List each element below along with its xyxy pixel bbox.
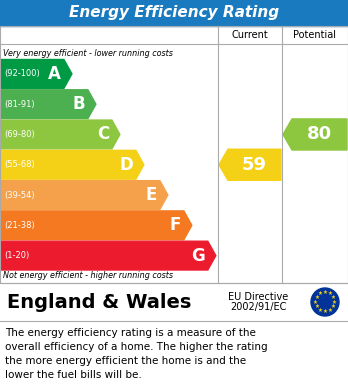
- Text: A: A: [48, 65, 61, 83]
- Polygon shape: [0, 59, 72, 88]
- Bar: [0, 283, 348, 321]
- Text: lower the fuel bills will be.: lower the fuel bills will be.: [5, 370, 142, 380]
- Polygon shape: [0, 241, 216, 270]
- Text: 59: 59: [242, 156, 267, 174]
- Text: ★: ★: [314, 295, 319, 300]
- Text: ★: ★: [331, 295, 336, 300]
- Text: (1-20): (1-20): [4, 251, 29, 260]
- Text: ★: ★: [318, 308, 323, 313]
- Text: Potential: Potential: [293, 30, 337, 40]
- Text: ★: ★: [323, 309, 327, 314]
- Text: (81-91): (81-91): [4, 100, 34, 109]
- Text: England & Wales: England & Wales: [7, 292, 191, 312]
- Text: EU Directive: EU Directive: [228, 292, 288, 302]
- Text: ★: ★: [331, 304, 336, 309]
- Text: G: G: [191, 247, 205, 265]
- Text: ★: ★: [332, 300, 337, 305]
- Text: C: C: [97, 126, 109, 143]
- Polygon shape: [0, 181, 168, 210]
- Bar: [0, 0, 348, 26]
- Text: ★: ★: [314, 304, 319, 309]
- Polygon shape: [283, 119, 347, 150]
- Text: The energy efficiency rating is a measure of the: The energy efficiency rating is a measur…: [5, 328, 256, 338]
- Text: (21-38): (21-38): [4, 221, 35, 230]
- Text: ★: ★: [323, 290, 327, 295]
- Text: (69-80): (69-80): [4, 130, 35, 139]
- Polygon shape: [219, 149, 281, 180]
- Circle shape: [311, 288, 339, 316]
- Text: D: D: [119, 156, 133, 174]
- Text: Energy Efficiency Rating: Energy Efficiency Rating: [69, 5, 279, 20]
- Text: F: F: [169, 216, 181, 234]
- Text: (55-68): (55-68): [4, 160, 35, 169]
- Text: 2002/91/EC: 2002/91/EC: [230, 302, 286, 312]
- Text: (39-54): (39-54): [4, 190, 34, 199]
- Text: B: B: [72, 95, 85, 113]
- Polygon shape: [0, 151, 144, 179]
- Text: overall efficiency of a home. The higher the rating: overall efficiency of a home. The higher…: [5, 342, 268, 352]
- Text: ★: ★: [327, 308, 332, 313]
- Text: ★: ★: [318, 291, 323, 296]
- Text: (92-100): (92-100): [4, 69, 40, 78]
- Text: E: E: [145, 186, 157, 204]
- Text: Current: Current: [232, 30, 268, 40]
- Text: Very energy efficient - lower running costs: Very energy efficient - lower running co…: [3, 48, 173, 57]
- Text: 80: 80: [307, 126, 332, 143]
- Text: Not energy efficient - higher running costs: Not energy efficient - higher running co…: [3, 271, 173, 280]
- Polygon shape: [0, 120, 120, 149]
- Text: ★: ★: [313, 300, 318, 305]
- Polygon shape: [0, 211, 192, 240]
- Polygon shape: [0, 90, 96, 118]
- Text: the more energy efficient the home is and the: the more energy efficient the home is an…: [5, 356, 246, 366]
- Text: ★: ★: [327, 291, 332, 296]
- Bar: [0, 26, 348, 283]
